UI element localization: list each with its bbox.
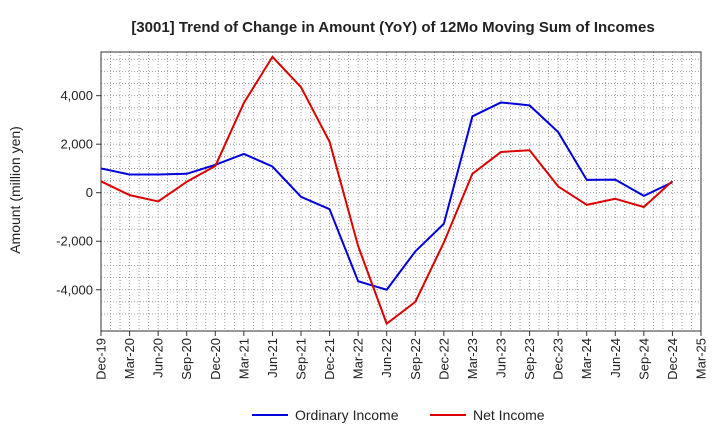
y-tick-label: 0 <box>86 185 93 200</box>
y-tick-label: 4,000 <box>60 88 93 103</box>
series-line-net-income <box>100 55 674 325</box>
x-tick-label: Dec-20 <box>208 338 223 380</box>
x-tick-label: Mar-20 <box>122 338 137 379</box>
x-tick-label: Mar-25 <box>694 338 709 379</box>
series-line-ordinary-income <box>100 101 673 291</box>
y-axis-label: Amount (million yen) <box>7 126 23 254</box>
x-tick-label: Jun-24 <box>608 338 623 378</box>
x-tick-label: Sep-23 <box>522 338 537 380</box>
x-tick-label: Jun-20 <box>151 338 166 378</box>
x-tick-label: Dec-22 <box>436 338 451 380</box>
chart-title: [3001] Trend of Change in Amount (YoY) o… <box>131 19 654 36</box>
y-axis-ticks: 4,000 2,000 0 -2,000 -4,000 <box>56 88 101 297</box>
legend-label: Net Income <box>473 407 545 423</box>
x-tick-label: Mar-24 <box>579 338 594 379</box>
legend: Ordinary Income Net Income <box>252 407 545 423</box>
x-tick-label: Sep-20 <box>179 338 194 380</box>
x-tick-label: Mar-22 <box>351 338 366 379</box>
x-axis-ticks: Dec-19 Mar-20 Jun-20 Sep-20 Dec-20 Mar-21 Jun-… <box>94 331 709 380</box>
x-tick-label: Dec-21 <box>322 338 337 380</box>
x-tick-label: Jun-22 <box>379 338 394 378</box>
x-tick-label: Sep-24 <box>636 338 651 380</box>
series-lines <box>100 55 674 325</box>
x-tick-label: Mar-21 <box>236 338 251 379</box>
y-tick-label: 2,000 <box>60 137 93 152</box>
x-tick-label: Sep-21 <box>294 338 309 380</box>
y-tick-label: -4,000 <box>56 282 93 297</box>
x-tick-label: Dec-23 <box>551 338 566 380</box>
x-tick-label: Dec-24 <box>665 338 680 380</box>
grid <box>101 52 701 331</box>
x-tick-label: Sep-22 <box>408 338 423 380</box>
y-tick-label: -2,000 <box>56 234 93 249</box>
x-tick-label: Mar-23 <box>465 338 480 379</box>
legend-label: Ordinary Income <box>295 407 399 423</box>
x-tick-label: Dec-19 <box>94 338 109 380</box>
plot-area <box>100 51 702 332</box>
x-tick-label: Jun-21 <box>265 338 280 378</box>
x-tick-label: Jun-23 <box>494 338 509 378</box>
